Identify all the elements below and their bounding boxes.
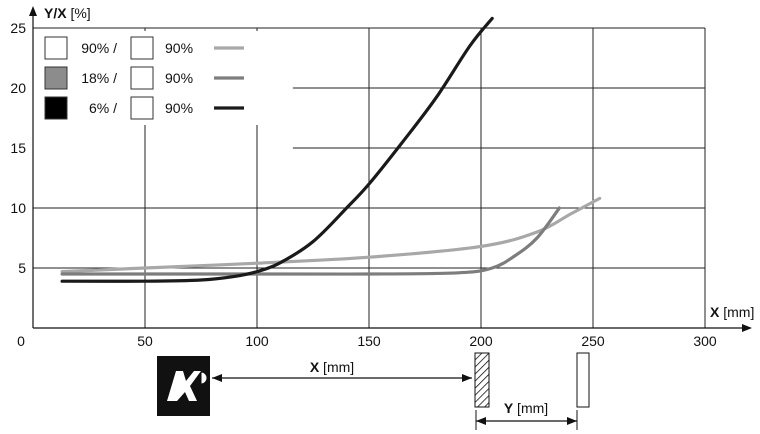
series-lines [60, 16, 602, 283]
legend-swatch-b-label: 90% [165, 40, 193, 56]
y-tick-label: 15 [10, 140, 26, 156]
legend-swatch-b-label: 90% [165, 100, 193, 116]
tick-labels: 0 50 100 150 200 250 300 5 10 15 20 25 [10, 20, 716, 349]
y-tick-label: 10 [10, 200, 26, 216]
sensor-lens-icon [200, 371, 208, 385]
y-distance-label: Y [mm] [504, 400, 548, 416]
background-plate-icon [576, 352, 590, 408]
x-arrow-right [462, 374, 472, 382]
legend-background [37, 31, 287, 125]
x-axis-label: X [mm] [710, 304, 754, 320]
x-arrow-left [212, 374, 222, 382]
legend-swatch-a [44, 66, 68, 90]
legend-swatch-b [130, 96, 154, 120]
legend-swatch-b [130, 66, 154, 90]
x-tick-label: 200 [469, 333, 493, 349]
axis-labels: Y/X [%] X [mm] [44, 5, 754, 320]
y-axis-label: Y/X [%] [44, 5, 91, 21]
y-arrow-right [567, 417, 577, 425]
y-axis-arrow [29, 6, 37, 16]
y-tick-label: 20 [10, 80, 26, 96]
sensor-logo-mark [167, 371, 201, 401]
axes [29, 6, 752, 332]
legend-swatch-a [44, 96, 68, 120]
series-6-90-line [60, 16, 494, 283]
legend-swatch-a-label: 90% / [81, 40, 117, 56]
x-distance-label: X [mm] [310, 359, 354, 375]
sensor-diagram: X [mm] Y [mm] [157, 352, 590, 430]
series-18-90-line [60, 206, 561, 276]
legend-swatch-b [130, 36, 154, 60]
legend-swatch-b-label: 90% [165, 70, 193, 86]
legend: 90% / 90% 18% / 90% 6% / 90% [37, 31, 287, 125]
y-arrow-left [476, 417, 486, 425]
x-tick-label: 150 [357, 333, 381, 349]
y-tick-label: 25 [10, 20, 26, 36]
x-tick-label: 100 [245, 333, 269, 349]
legend-swatch-a-label: 18% / [81, 70, 117, 86]
x-tick-label: 300 [693, 333, 717, 349]
x-axis-arrow [742, 324, 752, 332]
y-tick-label: 5 [18, 260, 26, 276]
x-tick-label: 250 [581, 333, 605, 349]
hatched-target-icon [474, 352, 490, 408]
x-tick-label: 50 [137, 333, 153, 349]
x-tick-label: 0 [17, 333, 25, 349]
series-90-90-line [60, 196, 602, 274]
legend-swatch-a [44, 36, 68, 60]
legend-swatch-a-label: 6% / [89, 100, 117, 116]
